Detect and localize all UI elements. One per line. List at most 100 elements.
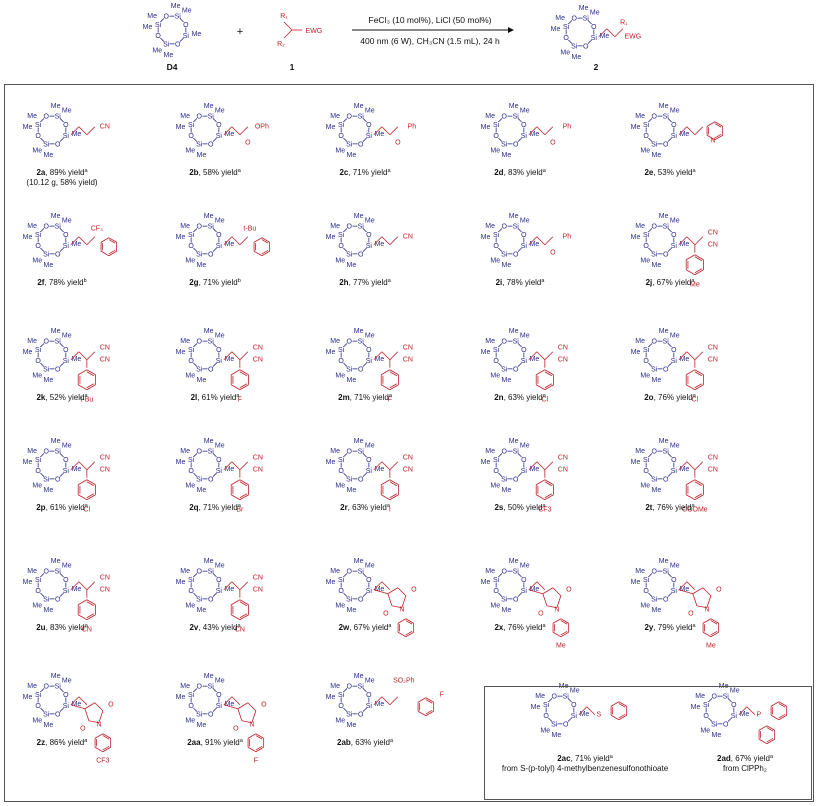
aryl-ring xyxy=(685,269,696,276)
bond xyxy=(544,126,554,136)
ring-bond xyxy=(498,343,503,348)
double-bond xyxy=(694,383,702,389)
bond xyxy=(696,605,707,609)
methyl: Me xyxy=(680,586,690,593)
ewg-label: EWG xyxy=(624,34,641,41)
footnote-marker: a xyxy=(388,393,392,399)
si-atom: Si xyxy=(493,122,500,129)
methyl: Me xyxy=(485,448,495,455)
cn-label: CN xyxy=(100,345,110,352)
o-atom: O xyxy=(671,122,677,129)
aryl-ring xyxy=(618,701,627,707)
ring-bond xyxy=(648,343,653,348)
ring-bond xyxy=(517,472,522,477)
methyl: Me xyxy=(571,54,581,61)
compound-label-2l: 2l, 61% yielda xyxy=(191,393,240,403)
r2-label: R₂ xyxy=(277,41,285,48)
methyl: Me xyxy=(551,732,561,739)
si-atom: Si xyxy=(63,133,70,140)
o-atom: O xyxy=(35,468,41,475)
double-bond xyxy=(544,383,552,389)
si-atom: Si xyxy=(513,569,520,576)
compound-id: 2z xyxy=(36,738,46,747)
methyl: Me xyxy=(192,31,202,38)
o-atom: O xyxy=(663,366,669,373)
bond xyxy=(231,696,241,706)
si-atom: Si xyxy=(55,449,62,456)
bond xyxy=(678,126,688,136)
aryl-ring xyxy=(230,599,241,606)
bond xyxy=(578,706,588,716)
bond xyxy=(528,351,538,361)
methyl: Me xyxy=(530,131,540,138)
ring-bond xyxy=(40,137,45,142)
aryl-ring xyxy=(405,618,414,624)
bond xyxy=(231,581,241,591)
methyl: Me xyxy=(215,563,225,570)
methyl: Me xyxy=(51,438,61,445)
substituent-label: CN xyxy=(82,627,92,634)
double-bond xyxy=(102,745,110,751)
methyl: Me xyxy=(551,26,561,33)
methyl: Me xyxy=(176,694,186,701)
si-atom: Si xyxy=(188,577,195,584)
o-atom: O xyxy=(44,114,50,121)
aryl-ring xyxy=(102,733,111,739)
si-atom: Si xyxy=(521,358,528,365)
methyl: Me xyxy=(43,607,53,614)
cn-label: CN xyxy=(253,575,263,582)
ring-bond xyxy=(59,362,64,367)
footnote-marker: a xyxy=(84,503,88,509)
footnote-marker: a xyxy=(542,503,546,509)
o-atom: O xyxy=(583,43,589,50)
ring-bond xyxy=(517,247,522,252)
bond xyxy=(98,710,104,723)
bond xyxy=(397,587,407,597)
ring-bond xyxy=(40,453,45,458)
compound-label-2s: 2s, 50% yielda xyxy=(494,503,545,513)
aryl-ring xyxy=(230,614,241,621)
methyl: Me xyxy=(176,349,186,356)
footnote-marker: a xyxy=(769,754,773,760)
substituent-label: Me xyxy=(706,643,716,650)
cn-label: CN xyxy=(558,455,568,462)
o-atom: O xyxy=(63,577,69,584)
double-bond xyxy=(108,249,116,255)
compound-label-2k: 2k, 52% yielda xyxy=(36,393,87,403)
ring-bond xyxy=(193,118,198,123)
methyl: Me xyxy=(51,103,61,110)
ring-bond xyxy=(193,472,198,477)
footnote-marker: a xyxy=(691,278,695,284)
bond xyxy=(702,587,712,597)
bond xyxy=(528,589,543,595)
compound-id: 2h xyxy=(339,278,349,287)
ring-bond xyxy=(517,228,522,233)
bond xyxy=(694,461,704,471)
ring-bond xyxy=(648,228,653,233)
substituent-label: t-Bu xyxy=(243,226,256,233)
ring-bond xyxy=(498,573,503,578)
ring-bond xyxy=(362,247,367,252)
double-bond xyxy=(239,613,247,619)
si-atom: Si xyxy=(338,347,345,354)
reagent-alkene-structure: R₁ R₂ EWG xyxy=(277,13,322,48)
bond xyxy=(94,702,104,712)
compound-2p-substituent: CN CN Cl xyxy=(70,455,110,514)
bond xyxy=(231,461,241,471)
aryl-ring xyxy=(552,618,562,624)
compound-label-2n: 2n, 63% yielda xyxy=(494,393,546,403)
bond xyxy=(231,351,241,361)
methyl: Me xyxy=(740,711,750,718)
aryl-ring xyxy=(380,479,391,486)
methyl: Me xyxy=(481,349,491,356)
ring-bond xyxy=(193,688,198,693)
ring-bond xyxy=(362,592,367,597)
bond xyxy=(373,589,388,595)
footnote-marker: a xyxy=(237,503,241,509)
bond xyxy=(544,461,554,471)
o-atom: O xyxy=(502,339,508,346)
aryl-ring xyxy=(425,710,434,717)
methyl: Me xyxy=(354,438,364,445)
double-bond xyxy=(694,256,702,262)
